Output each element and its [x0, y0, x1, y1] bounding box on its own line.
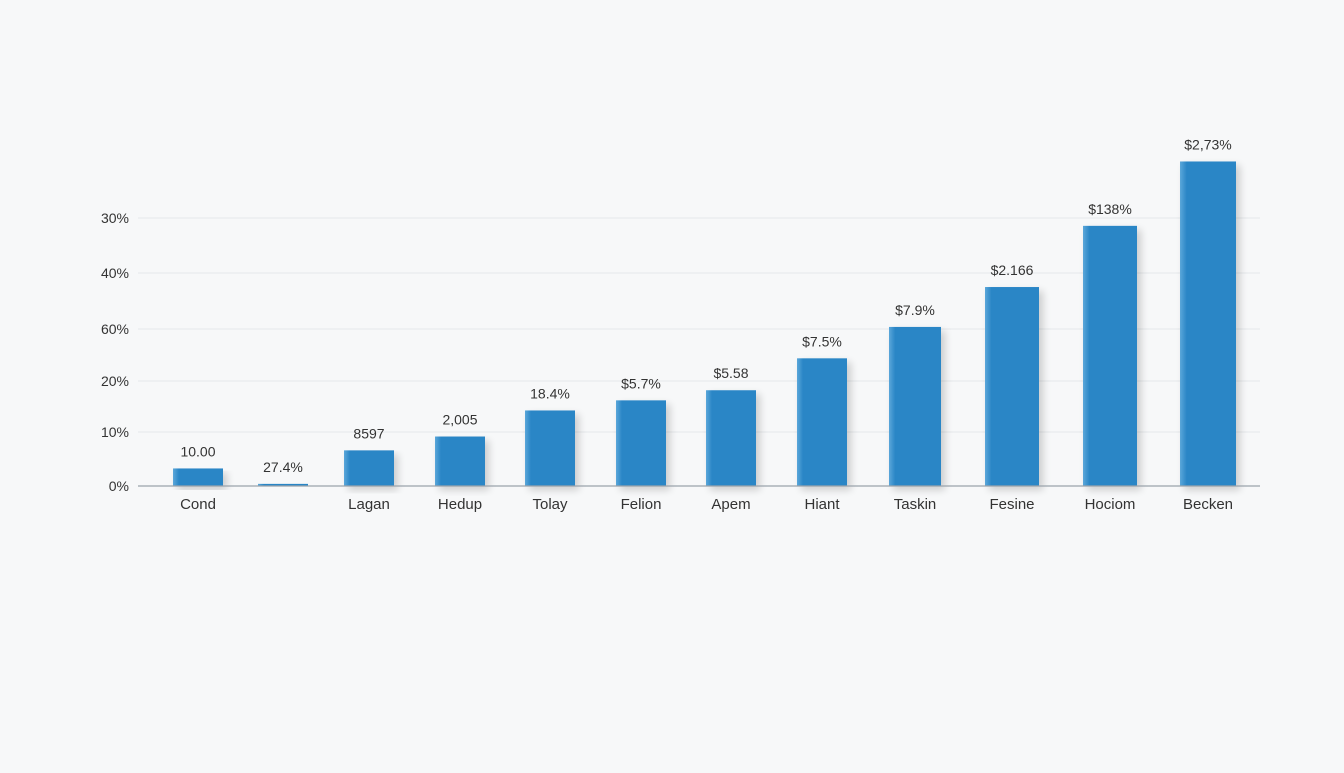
- bar: [706, 390, 756, 486]
- bar: [173, 468, 223, 486]
- data-labels: 10.00 27.4% 8597 2,005 18.4% $5.7% $5.58 $7.5% $…: [180, 136, 1231, 474]
- x-tick-label: Becken: [1183, 496, 1233, 513]
- x-tick-label: Felion: [621, 496, 662, 513]
- data-label: $7.9%: [895, 302, 935, 318]
- bar: [1083, 225, 1137, 487]
- data-label: $2,73%: [1184, 136, 1231, 152]
- data-label: $5.58: [713, 365, 748, 381]
- y-tick-label: 60%: [101, 321, 129, 337]
- x-tick-label: Lagan: [348, 496, 390, 513]
- x-tick-label: Taskin: [894, 496, 937, 513]
- y-tick-label: 20%: [101, 373, 129, 389]
- y-tick-label: 30%: [101, 210, 129, 226]
- data-label: $138%: [1088, 201, 1132, 217]
- data-label: $7.5%: [802, 333, 842, 349]
- y-tick-label: 40%: [101, 265, 129, 281]
- bar: [797, 358, 847, 486]
- bar: [435, 436, 485, 486]
- data-label: 10.00: [180, 443, 215, 459]
- x-tick-label: Hiant: [804, 496, 840, 513]
- x-tick-label: Hociom: [1085, 496, 1136, 513]
- data-label: $5.7%: [621, 375, 661, 391]
- bar: [889, 326, 941, 486]
- data-label: 2,005: [442, 412, 477, 428]
- y-tick-label: 10%: [101, 424, 129, 440]
- bar: [616, 400, 666, 486]
- data-label: 8597: [353, 425, 384, 441]
- x-tick-label: Hedup: [438, 496, 482, 513]
- x-tick-label: Apem: [711, 496, 750, 513]
- bar: [344, 450, 394, 486]
- grid-lines: [138, 217, 1260, 433]
- bar: [985, 287, 1039, 486]
- x-tick-label: Fesine: [989, 496, 1034, 513]
- bar: [525, 410, 575, 486]
- data-label: 18.4%: [530, 385, 570, 401]
- data-label: $2.166: [991, 262, 1034, 278]
- bar: [1180, 161, 1236, 487]
- y-axis-ticks: 0% 10% 20% 60% 40% 30%: [101, 210, 129, 494]
- data-label: 27.4%: [263, 459, 303, 475]
- x-tick-label: Tolay: [532, 496, 568, 513]
- x-axis-ticks: Cond Lagan Hedup Tolay Felion Apem Hiant Taskin…: [180, 496, 1233, 513]
- y-tick-label: 0%: [109, 478, 129, 494]
- bar: [258, 483, 308, 486]
- bars: [173, 161, 1236, 487]
- x-tick-label: Cond: [180, 496, 216, 513]
